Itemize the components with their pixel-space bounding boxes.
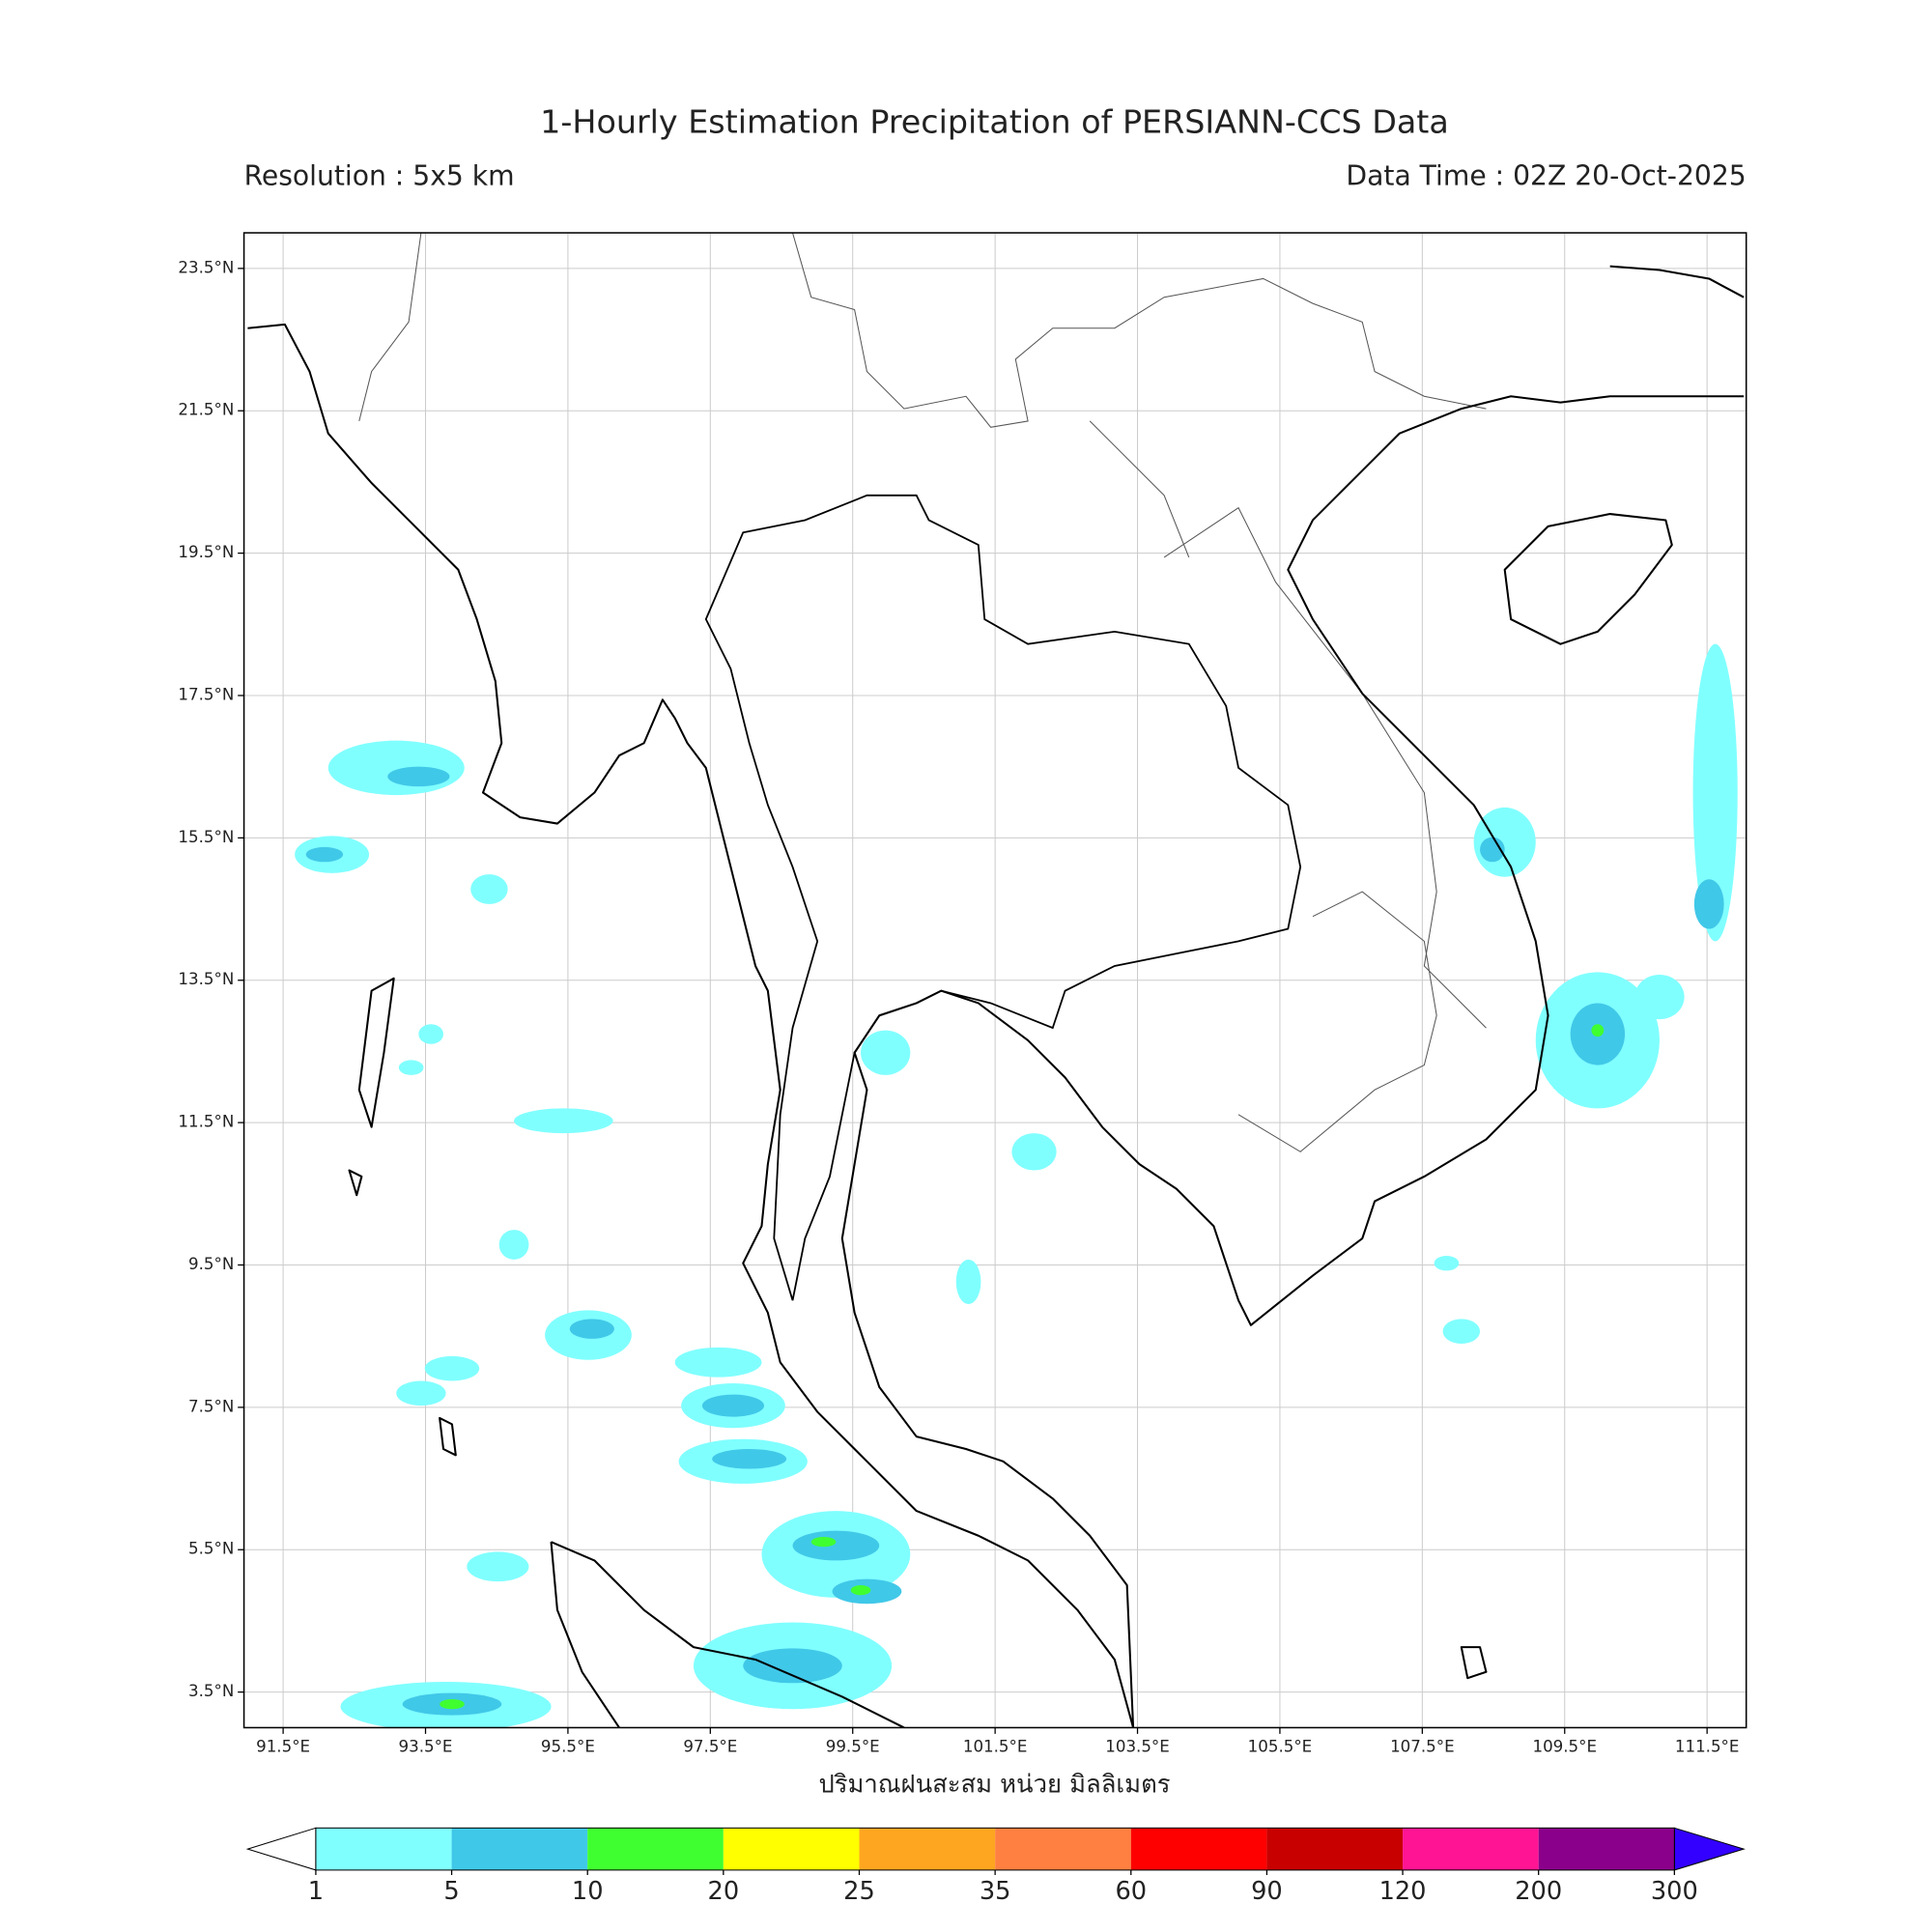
y-tick-label: 5.5°N [188, 1540, 234, 1558]
precip-cell [1480, 837, 1505, 863]
precip-cell [396, 1380, 446, 1406]
precipitation [295, 643, 1738, 1728]
precip-cell [792, 1530, 880, 1561]
y-tick-label: 11.5°N [178, 1113, 234, 1131]
colorbar-label: 10 [572, 1877, 604, 1906]
colorbar-label: 1 [308, 1877, 324, 1906]
x-tick-label: 93.5°E [399, 1737, 453, 1755]
grid [243, 233, 1747, 1728]
title: 1-Hourly Estimation Precipitation of PER… [540, 103, 1449, 141]
island [348, 977, 1488, 1680]
precip-cell [305, 846, 344, 863]
precip-cell [398, 1060, 424, 1075]
map-layer [247, 233, 1745, 1728]
precip-cell [1591, 1024, 1605, 1037]
coastline [840, 395, 1745, 1728]
x-tick-label: 107.5°E [1390, 1737, 1455, 1755]
y-tick-label: 9.5°N [188, 1255, 234, 1273]
x-tick-label: 97.5°E [683, 1737, 737, 1755]
precip-cell [861, 1030, 911, 1075]
y-tick-label: 17.5°N [178, 685, 234, 703]
precip-cell [701, 1394, 765, 1417]
colorbar-bin [859, 1828, 996, 1870]
y-tick-label: 7.5°N [188, 1397, 234, 1415]
precip-cell [674, 1347, 762, 1378]
precip-cell [470, 874, 508, 904]
precip-cell [424, 1355, 480, 1381]
precip-cell [440, 1698, 465, 1710]
precip-cell [418, 1024, 443, 1044]
colorbar-bin [451, 1828, 588, 1870]
colorbar-bin [315, 1828, 452, 1870]
colorbar-bin [1266, 1828, 1404, 1870]
precip-cell [1693, 879, 1724, 929]
colorbar-bin [587, 1828, 724, 1870]
x-tick-label: 99.5°E [826, 1737, 880, 1755]
precip-cell [850, 1585, 871, 1596]
colorbar-label: 5 [443, 1877, 459, 1906]
precip-cell [810, 1537, 837, 1548]
x-axis-label: ปริมาณฝนสะสม หน่วย มิลลิเมตร [818, 1771, 1170, 1800]
colorbar-bin [1538, 1828, 1675, 1870]
precip-cell [1634, 974, 1685, 1020]
island [1503, 513, 1673, 645]
colorbar-bin [1130, 1828, 1267, 1870]
precip-cell [955, 1259, 981, 1304]
precip-cell [1692, 643, 1738, 942]
colorbar-label: 300 [1651, 1877, 1698, 1906]
y-tick-label: 13.5°N [178, 970, 234, 988]
colorbar-label: 35 [980, 1877, 1011, 1906]
colorbar-bin [995, 1828, 1131, 1870]
x-tick-label: 105.5°E [1248, 1737, 1313, 1755]
x-tick-label: 95.5°E [541, 1737, 595, 1755]
precip-cell [743, 1648, 842, 1684]
precip-cell [467, 1551, 529, 1582]
coastline [550, 1541, 905, 1728]
x-tick-label: 91.5°E [256, 1737, 310, 1755]
colorbar-label: 25 [843, 1877, 875, 1906]
x-tick-label: 101.5°E [963, 1737, 1028, 1755]
precip-cell [1434, 1256, 1460, 1271]
colorbar-bin [1403, 1828, 1539, 1870]
x-tick-label: 103.5°E [1105, 1737, 1170, 1755]
colorbar-bin [723, 1828, 860, 1870]
colorbar-label: 60 [1115, 1877, 1147, 1906]
ticks: 91.5°E 93.5°E 95.5°E 97.5°E 99.5°E 101.5°E 103… [178, 258, 1739, 1755]
colorbar-under [245, 1827, 317, 1871]
colorbar-label: 200 [1515, 1877, 1562, 1906]
coastline [1609, 265, 1745, 298]
precip-cell [387, 766, 450, 787]
y-tick-label: 19.5°N [178, 543, 234, 561]
data-time: Data Time : 02Z 20-Oct-2025 [1346, 159, 1746, 191]
precip-cell [712, 1449, 787, 1469]
thailand-border [704, 494, 1302, 1301]
coastline [247, 323, 1135, 1728]
precip-cell [569, 1319, 614, 1339]
colorbar: 1 5 10 20 25 35 60 90 120 200 300 [245, 1827, 1746, 1906]
precip-cell [327, 740, 465, 796]
colorbar-label: 120 [1379, 1877, 1427, 1906]
y-tick-label: 15.5°N [178, 828, 234, 846]
precip-cell [498, 1230, 529, 1260]
y-tick-label: 23.5°N [178, 258, 234, 276]
y-tick-label: 21.5°N [178, 401, 234, 419]
precip-cell [1011, 1133, 1057, 1171]
country-border [358, 233, 1487, 1152]
x-tick-label: 109.5°E [1532, 1737, 1597, 1755]
precip-cell [514, 1108, 613, 1134]
colorbar-label: 90 [1251, 1877, 1283, 1906]
precip-cell [1442, 1319, 1481, 1345]
colorbar-label: 20 [708, 1877, 740, 1906]
y-tick-label: 3.5°N [188, 1682, 234, 1700]
colorbar-over [1673, 1827, 1746, 1871]
resolution: Resolution : 5x5 km [244, 159, 515, 191]
x-tick-label: 111.5°E [1675, 1737, 1740, 1755]
